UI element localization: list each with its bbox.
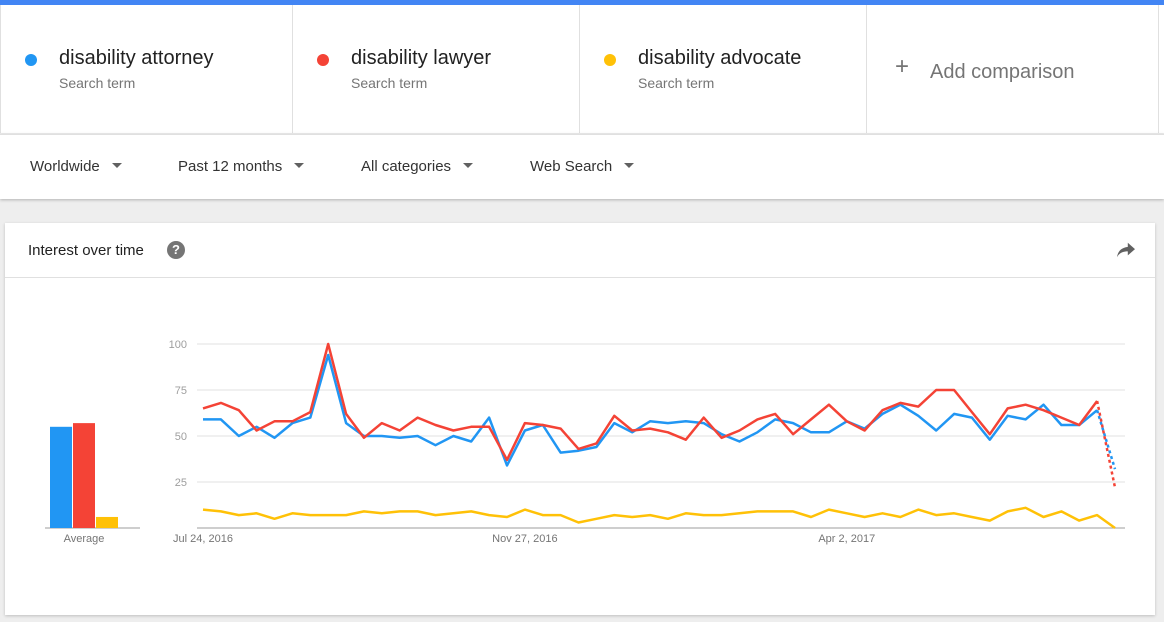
caret-down-icon [294, 162, 305, 168]
x-tick-label: Apr 2, 2017 [818, 533, 875, 545]
region-label: Worldwide [30, 158, 100, 175]
term-name[interactable]: disability attorney [59, 47, 214, 69]
average-bar-2 [73, 423, 95, 528]
series-partial-segment-1 [1095, 409, 1117, 470]
category-dropdown[interactable]: All categories [361, 158, 474, 175]
add-comparison-label[interactable]: Add comparison [930, 61, 1075, 83]
series-line-3 [202, 506, 1116, 530]
series-partial-segment-2 [1095, 400, 1117, 488]
plus-icon: + [895, 53, 910, 80]
average-axis-label: Average [64, 533, 105, 545]
series-color-dot-lawyer [317, 54, 329, 66]
caret-down-icon [463, 162, 474, 168]
term-type: Search term [351, 75, 428, 91]
time-range-label: Past 12 months [178, 158, 283, 175]
caret-down-icon [624, 162, 635, 168]
term-name[interactable]: disability lawyer [351, 47, 492, 69]
top-accent-bar [0, 0, 1164, 5]
series-color-dot-attorney [25, 54, 37, 66]
y-tick-label: 25 [175, 477, 187, 489]
comparison-terms: disability attorney Search term disabili… [0, 5, 1164, 133]
series-color-dot-advocate [604, 54, 616, 66]
share-icon[interactable] [1115, 241, 1137, 259]
add-comparison-button[interactable]: + Add comparison [867, 5, 1159, 133]
series-line-1 [203, 353, 1098, 467]
term-type: Search term [638, 75, 715, 91]
filter-bar: Worldwide Past 12 months All categories … [0, 134, 1164, 199]
term-name[interactable]: disability advocate [638, 47, 802, 69]
average-bar-3 [96, 516, 118, 528]
caret-down-icon [111, 162, 122, 168]
series-line-2 [202, 342, 1099, 462]
term-type: Search term [59, 75, 136, 91]
time-range-dropdown[interactable]: Past 12 months [178, 158, 305, 175]
interest-over-time-card: Interest over time ? Average 25 50 75 100 Jul… [5, 223, 1155, 615]
help-icon[interactable]: ? [167, 241, 185, 259]
y-tick-label: 50 [175, 431, 187, 443]
card-header: Interest over time ? [5, 223, 1155, 278]
y-tick-label: 100 [169, 339, 187, 351]
search-property-label: Web Search [530, 158, 613, 175]
x-tick-label: Jul 24, 2016 [173, 533, 233, 545]
search-property-dropdown[interactable]: Web Search [530, 158, 635, 175]
x-tick-label: Nov 27, 2016 [492, 533, 557, 545]
region-dropdown[interactable]: Worldwide [30, 158, 122, 175]
interest-chart: Average 25 50 75 100 Jul 24, 2016 Nov 27, 2016… [45, 339, 1125, 545]
y-tick-label: 75 [175, 385, 187, 397]
term-card-disability-advocate[interactable]: disability advocate Search term [580, 5, 867, 133]
average-bar-1 [50, 426, 72, 528]
term-card-disability-lawyer[interactable]: disability lawyer Search term [293, 5, 580, 133]
category-label: All categories [361, 158, 452, 175]
card-title: Interest over time [28, 242, 144, 259]
term-card-disability-attorney[interactable]: disability attorney Search term [0, 5, 293, 133]
